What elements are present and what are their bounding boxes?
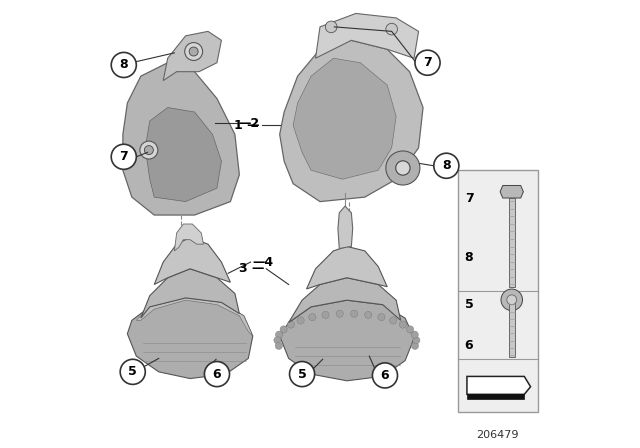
Bar — [509, 303, 515, 357]
Circle shape — [322, 311, 329, 319]
Circle shape — [372, 363, 397, 388]
Circle shape — [399, 321, 406, 328]
Circle shape — [415, 50, 440, 75]
Polygon shape — [307, 246, 387, 289]
Circle shape — [396, 161, 410, 175]
Text: 5: 5 — [465, 298, 474, 311]
Polygon shape — [467, 394, 524, 399]
Polygon shape — [174, 224, 204, 251]
Text: 8: 8 — [120, 58, 128, 72]
Circle shape — [413, 337, 420, 344]
Circle shape — [365, 311, 372, 319]
Polygon shape — [127, 298, 253, 379]
Polygon shape — [154, 237, 230, 284]
Circle shape — [280, 326, 287, 333]
Circle shape — [287, 321, 294, 328]
Circle shape — [434, 153, 459, 178]
Circle shape — [275, 331, 283, 338]
Circle shape — [390, 317, 397, 324]
Circle shape — [308, 314, 316, 321]
Circle shape — [111, 52, 136, 78]
Polygon shape — [289, 278, 401, 323]
Circle shape — [120, 359, 145, 384]
Polygon shape — [293, 58, 396, 179]
Circle shape — [289, 362, 315, 387]
Text: 8: 8 — [442, 159, 451, 172]
Circle shape — [140, 141, 158, 159]
Text: 6: 6 — [381, 369, 389, 382]
Text: 1 —: 1 — — [234, 119, 260, 132]
Polygon shape — [316, 13, 419, 58]
Circle shape — [185, 43, 203, 60]
Polygon shape — [145, 108, 221, 202]
Circle shape — [406, 326, 413, 333]
Polygon shape — [338, 206, 353, 249]
Polygon shape — [280, 40, 423, 202]
Text: 3 —: 3 — — [239, 262, 264, 276]
Circle shape — [111, 144, 136, 169]
Text: 7: 7 — [423, 56, 432, 69]
Circle shape — [411, 331, 419, 338]
Circle shape — [412, 342, 419, 349]
Text: 6: 6 — [465, 339, 474, 352]
Text: 206479: 206479 — [476, 431, 518, 440]
Text: —2: —2 — [239, 116, 260, 130]
Text: 8: 8 — [465, 251, 474, 264]
Circle shape — [189, 47, 198, 56]
Text: 6: 6 — [212, 367, 221, 381]
Text: 7: 7 — [120, 150, 128, 164]
Polygon shape — [163, 31, 221, 81]
Circle shape — [274, 337, 281, 344]
Text: 7: 7 — [465, 192, 474, 205]
Circle shape — [378, 314, 385, 321]
Circle shape — [145, 146, 154, 155]
Circle shape — [325, 21, 337, 33]
Polygon shape — [280, 300, 414, 381]
Bar — [458, 170, 538, 412]
Text: 5: 5 — [298, 367, 307, 381]
Circle shape — [507, 295, 516, 305]
Circle shape — [351, 310, 358, 317]
Circle shape — [386, 23, 397, 35]
Polygon shape — [141, 269, 239, 318]
Polygon shape — [467, 376, 531, 394]
Circle shape — [297, 317, 304, 324]
Polygon shape — [123, 63, 239, 215]
Circle shape — [386, 151, 420, 185]
Circle shape — [336, 310, 343, 317]
Polygon shape — [136, 298, 253, 336]
Text: 5: 5 — [129, 365, 137, 379]
Circle shape — [275, 342, 282, 349]
Bar — [509, 198, 515, 287]
Text: —4: —4 — [252, 255, 273, 269]
Circle shape — [501, 289, 522, 310]
Polygon shape — [500, 185, 524, 198]
Circle shape — [204, 362, 230, 387]
